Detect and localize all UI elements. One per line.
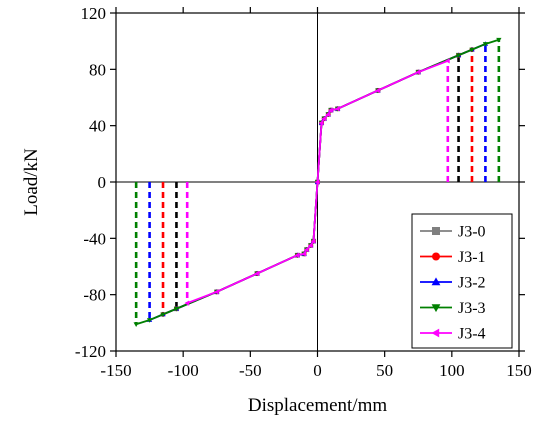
legend-label: J3-0 bbox=[458, 224, 486, 241]
x-tick-label: 150 bbox=[506, 361, 532, 380]
data-point-J3-3-22 bbox=[496, 37, 502, 43]
legend-item-J3-0: J3-0 bbox=[420, 224, 486, 241]
data-point-J3-4-12 bbox=[328, 107, 333, 113]
y-tick-label: -120 bbox=[75, 342, 106, 361]
legend-item-J3-3: J3-3 bbox=[420, 300, 486, 317]
legend-label: J3-3 bbox=[458, 300, 486, 317]
y-tick-label: -80 bbox=[83, 286, 106, 305]
data-point-J3-3-1 bbox=[146, 318, 153, 323]
y-tick-label: 80 bbox=[89, 60, 106, 79]
data-point-J3-4-9 bbox=[318, 120, 324, 126]
y-axis-title: Load/kN bbox=[21, 148, 42, 216]
y-tick-label: -40 bbox=[83, 229, 106, 248]
data-point-J3-4-4 bbox=[301, 251, 306, 257]
cutoff-lines bbox=[134, 39, 501, 325]
legend-marker bbox=[431, 277, 441, 286]
data-point-J3-4-14 bbox=[375, 87, 380, 94]
y-tick-label: 120 bbox=[81, 4, 107, 23]
data-point-J3-4-15 bbox=[415, 69, 421, 75]
ticks bbox=[110, 7, 525, 357]
data-point-J3-4-5 bbox=[303, 246, 309, 253]
data-point-J3-4-0 bbox=[184, 300, 190, 306]
legend-marker bbox=[431, 328, 440, 338]
data-point-J3-4-6 bbox=[308, 242, 313, 249]
x-axis-title: Displacement/mm bbox=[248, 395, 388, 416]
data-point-J3-3-3 bbox=[173, 306, 180, 312]
series-group bbox=[133, 37, 502, 328]
tick-labels: -150 -100 -50 0 50 100 150 -120 -80 -40 0 40 80 120 bbox=[75, 4, 532, 380]
series-J3-4 bbox=[184, 58, 450, 306]
data-point-J3-3-0 bbox=[133, 322, 139, 328]
legend: J3-0 J3-1 J3-2 J3-3 J3-4 bbox=[411, 213, 513, 349]
legend-item-J3-2: J3-2 bbox=[420, 275, 486, 292]
legend-box bbox=[411, 213, 513, 349]
data-point-J3-3-21 bbox=[482, 42, 489, 47]
data-point-J3-4-7 bbox=[310, 238, 316, 244]
data-point-J3-3-20 bbox=[469, 47, 475, 53]
data-point-J3-4-11 bbox=[325, 111, 331, 118]
x-tick-label: -150 bbox=[100, 361, 131, 380]
data-point-J3-4-2 bbox=[254, 270, 259, 277]
legend-marker bbox=[432, 252, 440, 261]
data-point-J3-4-16 bbox=[445, 58, 450, 64]
legend-marker bbox=[431, 304, 441, 313]
y-tick-label: 40 bbox=[89, 117, 106, 136]
x-tick-label: 100 bbox=[439, 361, 465, 380]
y-tick-label: 0 bbox=[98, 173, 107, 192]
legend-label: J3-4 bbox=[458, 326, 486, 343]
x-tick-label: -50 bbox=[239, 361, 262, 380]
data-point-J3-4-10 bbox=[321, 115, 327, 122]
x-tick-label: -100 bbox=[168, 361, 199, 380]
data-point-J3-3-19 bbox=[455, 53, 462, 59]
legend-item-J3-4: J3-4 bbox=[420, 326, 486, 343]
data-point-J3-4-3 bbox=[294, 252, 300, 258]
legend-label: J3-2 bbox=[458, 275, 486, 292]
x-tick-label: 0 bbox=[313, 361, 322, 380]
data-point-J3-3-2 bbox=[160, 312, 166, 318]
legend-item-J3-1: J3-1 bbox=[420, 249, 486, 266]
data-point-J3-4-1 bbox=[213, 289, 219, 295]
data-point-J3-4-13 bbox=[334, 106, 340, 112]
legend-label: J3-1 bbox=[458, 249, 486, 266]
x-tick-label: 50 bbox=[376, 361, 393, 380]
legend-marker bbox=[432, 227, 440, 235]
data-point-J3-4-8 bbox=[314, 179, 320, 185]
